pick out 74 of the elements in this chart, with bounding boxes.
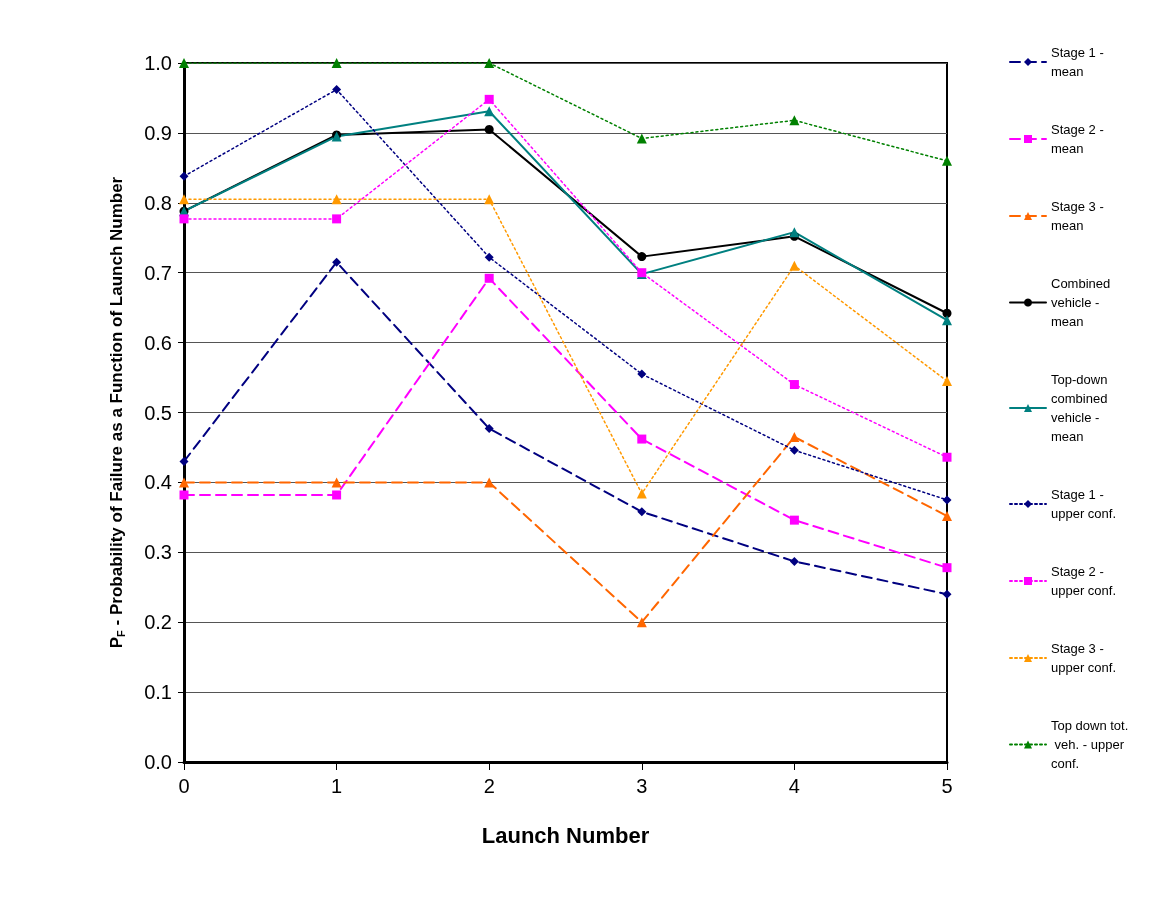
point [332, 490, 342, 500]
x-tick-label: 5 [941, 775, 953, 797]
point [331, 477, 342, 488]
y-tick-label: 0.0 [144, 751, 172, 773]
point [179, 456, 189, 466]
legend-label: Stage 3 - mean [1051, 199, 1108, 233]
point [636, 488, 647, 499]
point [789, 431, 800, 442]
point [789, 556, 799, 566]
point [484, 273, 494, 283]
legend-label: Stage 2 - upper conf. [1051, 564, 1117, 598]
point [179, 214, 189, 224]
point [332, 85, 342, 95]
point [484, 58, 495, 68]
y-tick-label: 1.0 [144, 52, 172, 74]
point [179, 194, 189, 205]
point [484, 424, 494, 434]
legend-label: Combined vehicle - mean [1051, 276, 1114, 329]
y-tick-label: 0.9 [144, 121, 172, 144]
point [942, 315, 952, 326]
y-tick-label: 0.5 [144, 401, 172, 424]
legend-label: Stage 2 - mean [1051, 122, 1108, 156]
point [637, 507, 647, 517]
point [484, 477, 495, 488]
point [942, 452, 952, 462]
y-tick-label: 0.6 [144, 331, 172, 354]
point [942, 589, 952, 599]
legend-label: Stage 1 - upper conf. [1051, 487, 1117, 521]
point [789, 445, 799, 455]
point [331, 194, 342, 205]
point [942, 376, 952, 387]
y-tick-label: 0.8 [144, 191, 172, 214]
legend-label: Top down tot. veh. - upper conf. [1051, 718, 1129, 771]
point [331, 58, 342, 68]
point [789, 380, 799, 390]
point [637, 252, 647, 262]
x-tick-label: 2 [483, 775, 495, 797]
y-tick-label: 0.7 [144, 261, 172, 284]
point [332, 214, 342, 224]
point [179, 171, 189, 181]
point [179, 477, 189, 488]
x-tick-label: 1 [331, 775, 343, 797]
point [332, 257, 342, 267]
point [942, 155, 952, 166]
point [942, 495, 952, 505]
point [484, 252, 494, 262]
point [484, 106, 495, 117]
y-tick-label: 0.3 [144, 541, 172, 564]
point [637, 369, 647, 379]
point [636, 133, 647, 144]
point [636, 617, 647, 628]
x-tick-label: 0 [178, 775, 190, 797]
point [179, 490, 189, 500]
point [484, 94, 494, 104]
y-tick-label: 0.1 [144, 681, 172, 704]
point [789, 115, 800, 126]
legend-label: Stage 1 - mean [1051, 45, 1108, 79]
y-tick-label: 0.2 [144, 611, 172, 634]
point [484, 124, 494, 134]
point [789, 227, 800, 238]
legend-label: Stage 3 - upper conf. [1051, 641, 1117, 675]
point [484, 194, 495, 205]
point [789, 515, 799, 525]
y-tick-label: 0.4 [144, 471, 172, 494]
x-tick-label: 4 [788, 775, 800, 797]
point [789, 260, 800, 271]
x-axis-title: Launch Number [481, 822, 650, 848]
point [942, 510, 952, 521]
y-axis-title: PF - Probability of Failure as a Function of Launch Number [107, 176, 127, 649]
point [637, 434, 647, 444]
legend-label: Top-down combined vehicle - mean [1051, 372, 1111, 444]
point [179, 58, 189, 68]
x-tick-label: 3 [636, 775, 648, 797]
point [942, 563, 952, 573]
